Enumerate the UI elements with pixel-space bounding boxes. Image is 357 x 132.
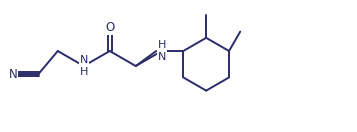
Text: O: O — [105, 21, 114, 34]
Text: N: N — [9, 67, 17, 81]
Text: N
H: N H — [80, 55, 88, 77]
Text: H
N: H N — [157, 40, 166, 62]
